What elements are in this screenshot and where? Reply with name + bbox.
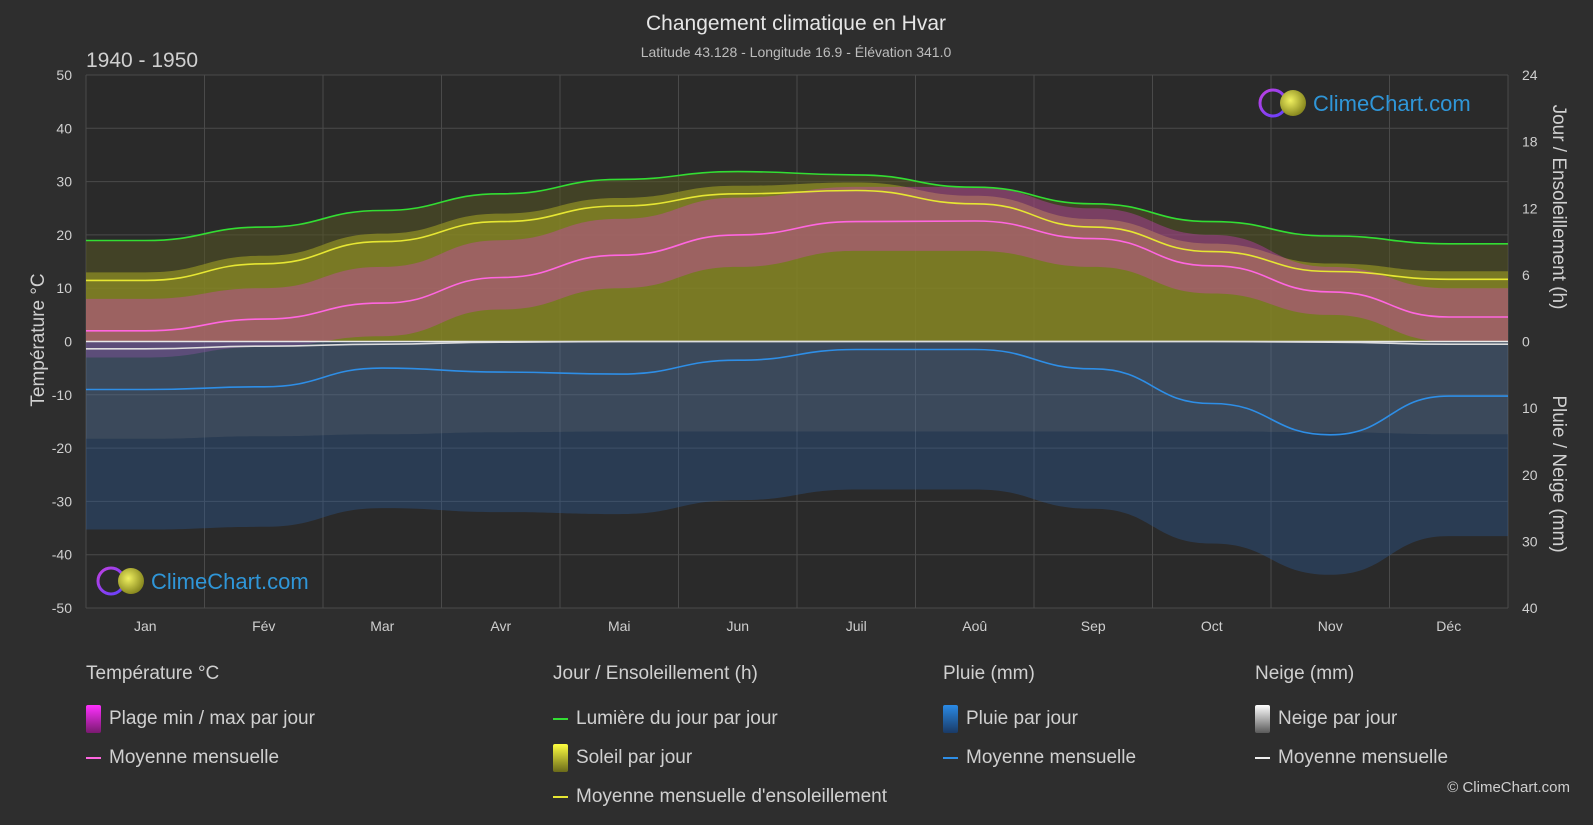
legend-rain: Pluie (mm) Pluie par jour Moyenne mensue… [943,663,1243,777]
month-tick-label: Jan [134,618,157,634]
temperature-mean-line [86,220,1508,332]
legend-temperature: Température °C Plage min / max par jour … [86,663,526,777]
watermark-text: ClimeChart.com [151,569,309,594]
temperature-range-area [86,186,1508,358]
right-axis-top-label: Jour / Ensoleillement (h) [1548,105,1569,310]
left-tick-label: 30 [56,174,72,190]
legend-title: Température °C [86,663,220,684]
watermark-text: ClimeChart.com [1313,91,1471,116]
right-tick-label-mm: 40 [1522,600,1538,616]
month-tick-label: Jun [726,618,749,634]
legend-item: Pluie par jour [943,699,1243,738]
legend-item: Plage min / max par jour [86,699,526,738]
legend-snow: Neige (mm) Neige par jour Moyenne mensue… [1255,663,1555,777]
right-tick-label-mm: 30 [1522,533,1538,549]
temp-mean-swatch [86,756,101,759]
snow-swatch [1255,704,1270,733]
legend-title: Jour / Ensoleillement (h) [553,663,758,684]
legend-label: Soleil par jour [576,746,693,768]
left-axis-label: Température °C [28,273,49,406]
month-tick-label: Mai [608,618,631,634]
legend-label: Neige par jour [1278,707,1398,729]
legend-item: Neige par jour [1255,699,1555,738]
chart-series-lines [85,170,1508,436]
legend-title: Pluie (mm) [943,663,1035,684]
month-tick-label: Fév [252,618,275,634]
right-tick-label-hours: 12 [1522,200,1538,216]
period-label: 1940 - 1950 [86,49,198,72]
legend-label: Moyenne mensuelle [966,746,1137,768]
left-tick-label: 10 [56,280,72,296]
rain-mean-swatch [943,756,958,759]
left-tick-label: 20 [56,227,72,243]
snow-area [86,341,1508,439]
legend-label: Moyenne mensuelle [109,746,280,768]
month-tick-label: Juil [846,618,867,634]
sunshine-swatch [553,743,568,772]
month-tick-label: Oct [1201,618,1223,634]
left-tick-label: 40 [56,120,72,136]
snow-mean-line [85,340,1508,350]
left-tick-label: 50 [56,67,72,83]
legend-item: Moyenne mensuelle [943,738,1243,777]
legend-item: Moyenne mensuelle [1255,738,1555,777]
right-tick-label-hours: 0 [1522,334,1530,350]
left-tick-label: 0 [64,334,72,350]
left-tick-label: -40 [52,547,72,563]
brand-logo-sun-icon [1280,90,1306,116]
legend-item: Lumière du jour par jour [553,699,933,738]
temp-range-swatch [86,704,101,733]
right-tick-label-hours: 24 [1522,67,1538,83]
month-tick-label: Avr [490,618,511,634]
right-tick-label-mm: 10 [1522,400,1538,416]
right-tick-label-hours: 18 [1522,134,1538,150]
left-tick-label: -50 [52,600,72,616]
legend-sunshine: Jour / Ensoleillement (h) Lumière du jou… [553,663,933,816]
daylight-swatch [553,717,568,720]
rain-mean-line [86,348,1508,436]
sunshine-mean-swatch [553,795,568,798]
left-tick-label: -20 [52,440,72,456]
chart-area-fills [86,171,1508,575]
copyright-text: © ClimeChart.com [1447,779,1570,796]
right-tick-label-mm: 20 [1522,467,1538,483]
sunshine-area [86,182,1508,342]
month-tick-label: Aoû [962,618,987,634]
chart-title: Changement climatique en Hvar [646,12,946,35]
rain-area [86,341,1508,575]
left-tick-label: -30 [52,493,72,509]
brand-logo-sun-icon [118,568,144,594]
watermark-bottom: ClimeChart.com [96,566,309,596]
legend-label: Plage min / max par jour [109,707,315,729]
legend-item: Soleil par jour [553,738,933,777]
right-axis-bottom-label: Pluie / Neige (mm) [1548,395,1569,552]
month-tick-label: Déc [1436,618,1461,634]
legend-item: Moyenne mensuelle [86,738,526,777]
left-tick-label: -10 [52,387,72,403]
climate-chart: 50 40 30 20 10 0 -10 -20 -30 -40 -50 Jan Fév Mar Avr Ma… [28,12,1569,634]
legend-label: Moyenne mensuelle d'ensoleillement [576,785,887,807]
month-tick-label: Nov [1318,618,1343,634]
snow-mean-swatch [1255,756,1270,759]
chart-subtitle: Latitude 43.128 - Longitude 16.9 - Éléva… [641,44,952,60]
legend-label: Lumière du jour par jour [576,707,778,729]
daylight-line [86,170,1508,245]
legend-item: Moyenne mensuelle d'ensoleillement [553,777,933,816]
legend-label: Moyenne mensuelle [1278,746,1449,768]
month-tick-label: Sep [1081,618,1106,634]
chart-axes: 50 40 30 20 10 0 -10 -20 -30 -40 -50 Jan Fév Mar Avr Ma… [52,67,1538,634]
right-tick-label-hours: 6 [1522,267,1530,283]
watermark-top: ClimeChart.com [1258,88,1471,118]
sunshine-mean-line [85,189,1508,282]
rain-swatch [943,704,958,733]
month-tick-label: Mar [370,618,394,634]
legend-title: Neige (mm) [1255,663,1355,684]
legend-label: Pluie par jour [966,707,1078,729]
